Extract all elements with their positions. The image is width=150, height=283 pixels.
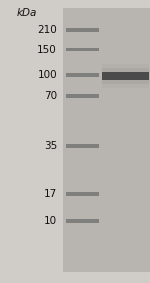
Text: 150: 150	[37, 44, 57, 55]
Bar	[66, 95, 99, 98]
Bar	[66, 144, 99, 148]
Text: 10: 10	[44, 216, 57, 226]
Bar	[102, 64, 148, 88]
Bar	[63, 8, 150, 272]
Bar	[102, 72, 148, 80]
Bar	[66, 48, 99, 52]
Bar	[102, 72, 148, 80]
Bar	[102, 68, 148, 84]
Text: kDa: kDa	[17, 8, 37, 18]
Text: 35: 35	[44, 141, 57, 151]
Bar	[66, 192, 99, 196]
Bar	[66, 28, 99, 31]
Text: 210: 210	[37, 25, 57, 35]
Bar	[66, 219, 99, 222]
Text: 100: 100	[37, 70, 57, 80]
Bar	[66, 73, 99, 77]
Text: 70: 70	[44, 91, 57, 101]
Text: 17: 17	[44, 189, 57, 199]
